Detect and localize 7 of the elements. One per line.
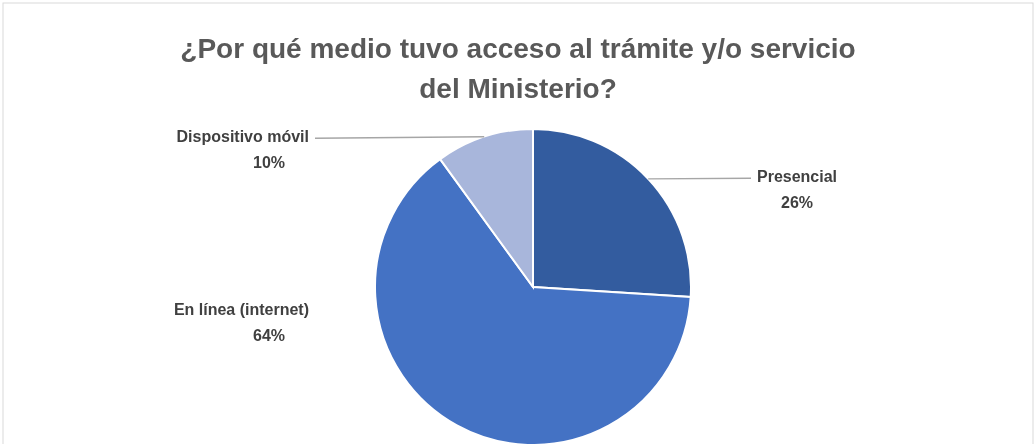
data-label: 64% <box>252 327 286 344</box>
data-label: 10% <box>252 154 286 172</box>
data-label: 26% <box>780 194 814 212</box>
slice-label: Presencial <box>757 168 838 186</box>
slice-label: Dispositivo móvil <box>176 128 309 146</box>
chart-title: ¿Por qué medio tuvo acceso al trámite y/o servicio del Ministerio? <box>180 33 856 104</box>
slice-label: En línea (internet) <box>173 301 309 318</box>
